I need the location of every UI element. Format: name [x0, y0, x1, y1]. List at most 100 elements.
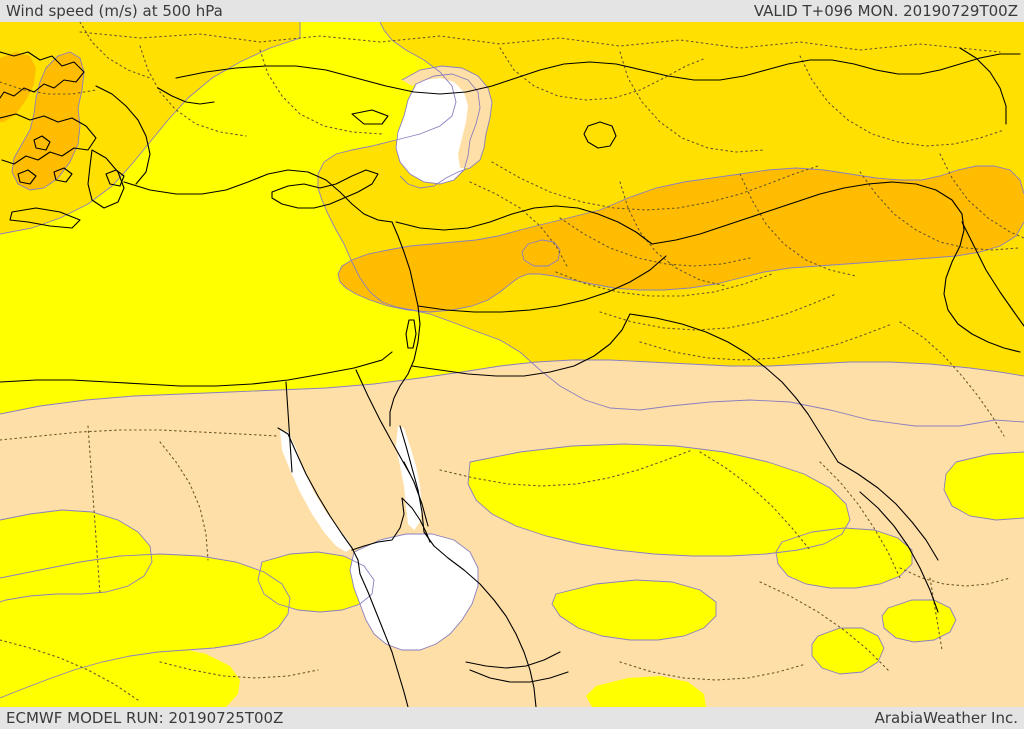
coast-yemen: [469, 669, 569, 683]
isoline-yellow-lobe-sinai: [257, 551, 375, 613]
isoline-orange-aegean: [11, 51, 85, 191]
isoline-orange-max-south: [337, 209, 1024, 313]
map-viewport[interactable]: [0, 22, 1024, 707]
coast-red-sea-west: [277, 427, 361, 575]
fill-band-white-gulf-suez: [280, 430, 352, 552]
isoline-yellow-lobe-gulf-3: [811, 627, 885, 675]
coast-black-sea: [175, 53, 1021, 95]
admin-border-turkey-central: [259, 49, 383, 135]
admin-border-egypt-libya: [87, 425, 101, 595]
border-iraq-saudi-kuwait: [629, 313, 839, 463]
admin-border-egypt-sudan: [0, 429, 279, 441]
fill-band-yellow-lobe-south-arabia: [552, 580, 716, 640]
admin-border-saudi-east-2: [819, 461, 901, 579]
header-bar: Wind speed (m/s) at 500 hPa VALID T+096 …: [0, 0, 1024, 22]
isoline-peach-north-edge: [0, 359, 1024, 415]
admin-border-iraq-internal-2: [619, 181, 727, 287]
page-title: Wind speed (m/s) at 500 hPa: [6, 2, 223, 20]
coast-turkey-west: [95, 85, 151, 185]
coast-mediterranean-africa: [0, 351, 393, 387]
border-iran-west: [961, 221, 1024, 327]
coast-island-small: [351, 109, 389, 125]
coastline-layer: [0, 47, 1024, 707]
attribution-label: ArabiaWeather Inc.: [874, 709, 1018, 727]
fill-band-white-min-nw-arabia: [350, 534, 478, 650]
coast-caspian: [959, 47, 1007, 125]
admin-border-turkey-se: [619, 51, 765, 153]
coast-greece-islands: [17, 135, 73, 185]
admin-border-iran-ne: [799, 55, 1005, 147]
coast-greece-mainland: [0, 113, 97, 165]
fill-band-white-gulf-aqaba: [396, 426, 422, 530]
fill-band-yellow-lobe-far-east: [586, 676, 706, 707]
admin-border-balkans: [79, 22, 151, 79]
isoline-peach-ring-turkey: [399, 65, 493, 189]
fill-band-orange-aegean-2: [0, 52, 36, 122]
isoline-yellow-lobe-red-sea-west: [0, 509, 153, 603]
border-iraq-syria-jordan: [417, 255, 667, 313]
admin-border-iraq-saudi: [599, 293, 837, 331]
admin-border-iraq-internal-3: [739, 173, 857, 277]
coast-persian-gulf-north: [837, 461, 939, 561]
admin-border-iran-internal-1: [859, 171, 1019, 251]
isoline-yellow-lobe-gulf: [775, 527, 913, 589]
coast-greece-aegean: [0, 51, 85, 99]
admin-border-iran-internal-2: [939, 153, 1024, 239]
admin-border-sudan-internal: [159, 661, 319, 679]
admin-border-egypt-nile: [159, 441, 209, 561]
border-jordan-saudi: [411, 313, 631, 377]
fill-band-yellow-lobe-sinai: [258, 552, 374, 612]
isoline-gold-levant: [317, 22, 1024, 427]
model-run-label: ECMWF MODEL RUN: 20190725T00Z: [6, 709, 284, 727]
border-egypt-nile-valley: [355, 369, 411, 475]
isoline-yellow-lobe-south-arabia: [551, 579, 717, 641]
isoline-yellow-lobe-central-arabia: [467, 443, 851, 557]
coast-rhodes: [105, 169, 125, 187]
fill-band-yellow-lobe-gulf-3: [812, 628, 884, 674]
coast-arabia-west-detail: [401, 497, 431, 543]
coast-sinai: [351, 497, 405, 551]
admin-border-syria-internal: [469, 181, 569, 269]
fill-band-yellow-lobe-red-sea-west: [0, 510, 152, 602]
admin-border-saudi-internal-1: [639, 323, 893, 361]
admin-border-anatolia-w: [139, 45, 247, 137]
fill-band-gold-levant: [0, 22, 1024, 426]
admin-border-syria-iraq: [491, 161, 819, 211]
coast-yemen-2: [465, 651, 561, 669]
admin-border-sudan-chad: [0, 639, 139, 701]
coast-dead-sea: [405, 319, 417, 349]
isoline-white-min-nw-arabia: [349, 533, 479, 651]
coast-turkey-south: [123, 169, 393, 223]
admin-border-yemen-oman: [619, 661, 807, 681]
coast-levant: [389, 221, 421, 427]
contour-line-layer: [0, 22, 1024, 699]
admin-border-gulf-qatar: [929, 577, 943, 651]
coast-cyprus: [271, 169, 379, 209]
isoline-white-min-turkey: [395, 73, 481, 185]
coast-lake-van: [583, 121, 617, 149]
border-egypt-libya: [285, 381, 293, 473]
fill-band-orange-east-lobe: [892, 178, 1024, 248]
fill-band-yellow-lobe-central-arabia: [468, 444, 850, 556]
admin-border-turkey-east: [499, 47, 707, 101]
admin-border-turkey-north: [79, 31, 1001, 53]
admin-border-gulf-states: [899, 567, 1011, 587]
fill-band-yellow-lobe-bottom-left: [0, 644, 240, 707]
fill-band-orange-blob-syria: [522, 240, 560, 266]
isoline-gold-aegean: [0, 22, 301, 235]
fill-band-orange-aegean: [12, 52, 84, 190]
admin-border-greece-internal: [0, 81, 97, 95]
border-syria-turkey: [395, 205, 653, 245]
border-turkey-iraq-iran: [651, 181, 1021, 353]
fill-band-yellow-lobe-gulf: [776, 528, 912, 588]
isoline-yellow-lobe-nile: [0, 553, 291, 699]
valid-time-label: VALID T+096 MON. 20190729T00Z: [753, 2, 1018, 20]
isoline-orange-blob-syria: [521, 239, 561, 267]
admin-border-saudi-se: [759, 581, 891, 673]
coast-peloponnese: [87, 149, 125, 209]
admin-border-saudi-east-1: [699, 451, 811, 551]
admin-border-saudi-nw: [439, 449, 693, 487]
footer-bar: ECMWF MODEL RUN: 20190725T00Z ArabiaWeat…: [0, 707, 1024, 729]
coast-persian-gulf-south: [859, 491, 939, 613]
